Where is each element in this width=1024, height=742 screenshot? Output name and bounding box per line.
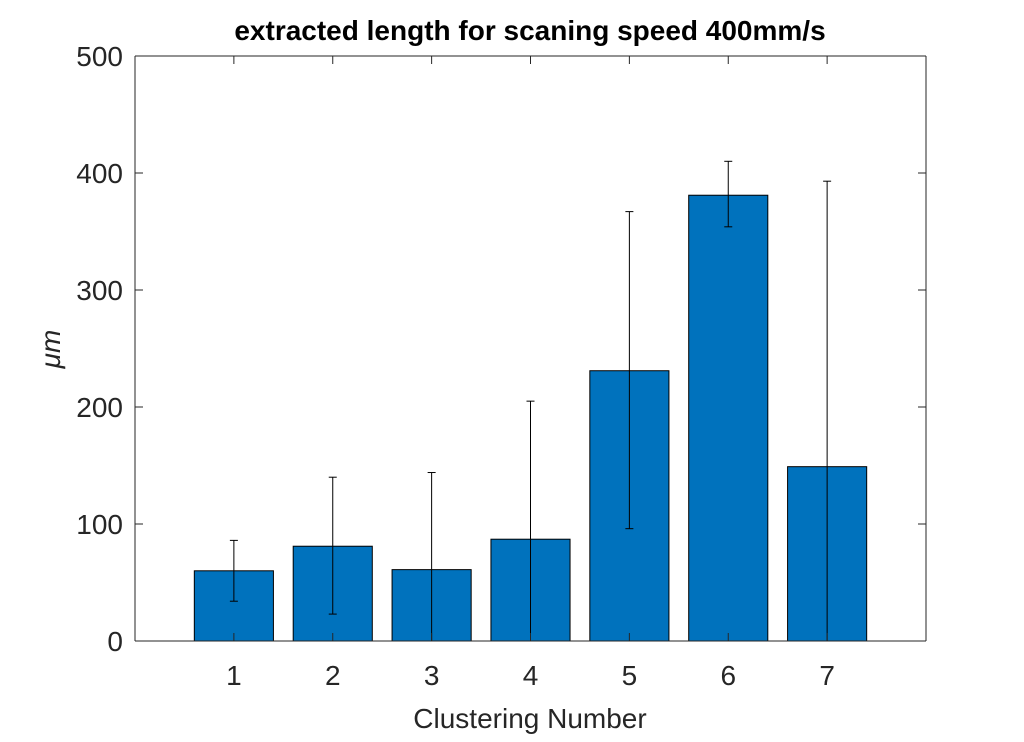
y-axis-label: μm (35, 330, 66, 370)
y-tick-label-0: 0 (107, 626, 123, 657)
x-tick-label-4: 4 (523, 660, 539, 691)
axes-layer (134, 55, 927, 642)
y-tick-label-400: 400 (76, 158, 123, 189)
chart-title: extracted length for scaning speed 400mm… (234, 15, 825, 46)
x-tick-label-7: 7 (819, 660, 835, 691)
error-bars-layer (229, 160, 832, 642)
y-tick-label-100: 100 (76, 509, 123, 540)
x-tick-label-6: 6 (720, 660, 736, 691)
labels-layer: 0 100 200 300 400 500 1 2 3 4 5 6 7 (76, 41, 835, 691)
bar-6 (688, 194, 769, 642)
x-tick-label-3: 3 (424, 660, 440, 691)
y-tick-label-300: 300 (76, 275, 123, 306)
y-tick-label-200: 200 (76, 392, 123, 423)
x-tick-label-1: 1 (226, 660, 242, 691)
y-tick-label-500: 500 (76, 41, 123, 72)
x-axis-label: Clustering Number (413, 703, 646, 734)
x-tick-label-5: 5 (622, 660, 638, 691)
x-tick-label-2: 2 (325, 660, 341, 691)
